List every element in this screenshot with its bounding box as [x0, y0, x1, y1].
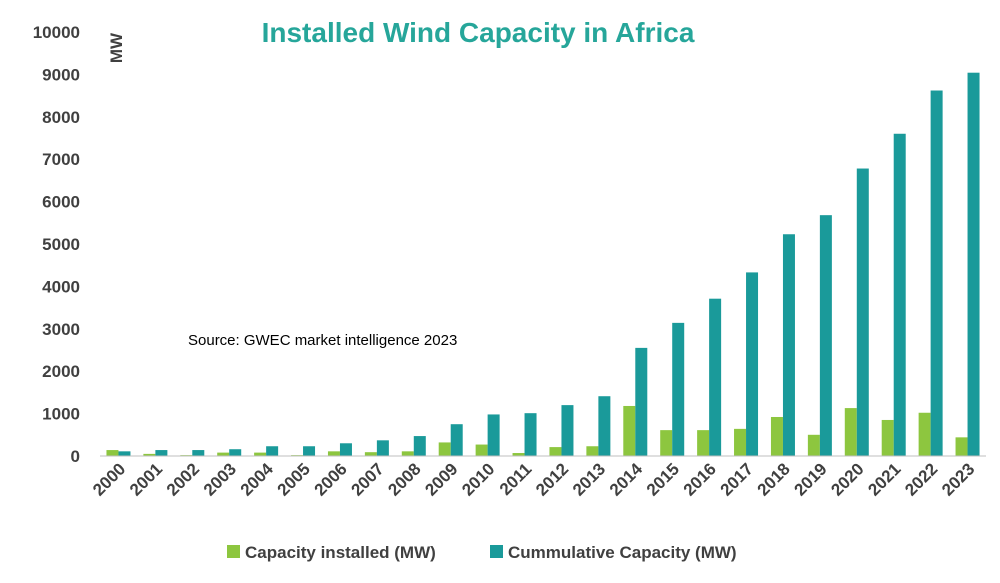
legend-label-cumulative-capacity: Cummulative Capacity (MW) — [508, 543, 737, 562]
x-tick-label: 2008 — [384, 459, 424, 499]
y-tick-label: 0 — [71, 447, 80, 466]
bar-cumulative-capacity — [709, 298, 722, 456]
bar-capacity-installed — [364, 452, 377, 456]
y-tick-label: 2000 — [42, 362, 80, 381]
bar-cumulative-capacity — [118, 451, 131, 456]
x-tick-label: 2000 — [89, 459, 129, 499]
bar-cumulative-capacity — [967, 72, 980, 456]
bar-capacity-installed — [623, 405, 636, 456]
x-tick-label: 2002 — [163, 459, 203, 499]
x-tick-label: 2017 — [717, 459, 757, 499]
bar-capacity-installed — [586, 446, 599, 456]
x-tick-label: 2013 — [569, 459, 609, 499]
bar-capacity-installed — [660, 430, 673, 456]
bar-capacity-installed — [807, 434, 820, 456]
bar-capacity-installed — [106, 450, 119, 456]
bar-capacity-installed — [770, 416, 783, 456]
bar-capacity-installed — [327, 451, 340, 456]
legend-swatch-capacity-installed — [227, 545, 240, 558]
y-tick-label: 5000 — [42, 235, 80, 254]
bar-cumulative-capacity — [487, 414, 500, 456]
bar-capacity-installed — [844, 408, 857, 456]
y-tick-label: 7000 — [42, 150, 80, 169]
bar-cumulative-capacity — [672, 322, 685, 456]
bar-cumulative-capacity — [635, 347, 648, 456]
x-tick-label: 2019 — [791, 459, 831, 499]
x-tick-label: 2015 — [643, 459, 683, 499]
bar-capacity-installed — [512, 453, 525, 456]
y-tick-label: 8000 — [42, 108, 80, 127]
y-tick-label: 3000 — [42, 320, 80, 339]
x-tick-label: 2021 — [864, 459, 904, 499]
bar-cumulative-capacity — [376, 440, 389, 456]
y-tick-label: 4000 — [42, 277, 80, 296]
x-tick-label: 2018 — [754, 459, 794, 499]
bar-cumulative-capacity — [266, 446, 279, 456]
bar-cumulative-capacity — [598, 396, 611, 456]
x-tick-label: 2007 — [348, 459, 388, 499]
bar-cumulative-capacity — [782, 234, 795, 456]
bar-cumulative-capacity — [856, 168, 869, 456]
bar-capacity-installed — [955, 437, 968, 456]
bar-cumulative-capacity — [339, 443, 352, 456]
bar-capacity-installed — [881, 419, 894, 456]
x-tick-label: 2010 — [458, 459, 498, 499]
bar-capacity-installed — [697, 430, 710, 456]
y-axis-unit-label: MW — [107, 32, 126, 63]
x-tick-label: 2004 — [237, 459, 278, 500]
x-axis: 2000200120022003200420052006200720082009… — [89, 459, 978, 500]
x-tick-label: 2011 — [496, 459, 536, 499]
y-tick-label: 9000 — [42, 65, 80, 84]
legend-label-capacity-installed: Capacity installed (MW) — [245, 543, 436, 562]
x-tick-label: 2006 — [311, 459, 351, 499]
y-tick-label: 1000 — [42, 405, 80, 424]
bar-cumulative-capacity — [155, 450, 168, 456]
bar-cumulative-capacity — [192, 450, 205, 456]
chart-title: Installed Wind Capacity in Africa — [262, 17, 695, 48]
bars — [106, 72, 980, 457]
bar-capacity-installed — [549, 447, 562, 456]
legend-swatch-cumulative-capacity — [490, 545, 503, 558]
y-tick-label: 10000 — [33, 23, 80, 42]
x-tick-label: 2016 — [680, 459, 720, 499]
bar-cumulative-capacity — [413, 436, 426, 456]
bar-capacity-installed — [438, 442, 451, 456]
y-tick-label: 6000 — [42, 193, 80, 212]
bar-capacity-installed — [475, 444, 488, 456]
bar-cumulative-capacity — [930, 90, 943, 457]
x-tick-label: 2020 — [827, 459, 867, 499]
bar-cumulative-capacity — [561, 405, 574, 456]
bar-cumulative-capacity — [893, 133, 906, 456]
x-tick-label: 2022 — [901, 459, 941, 499]
y-axis: 0 1000 2000 3000 4000 5000 6000 7000 8000 9000 100… — [33, 23, 80, 466]
bar-capacity-installed — [254, 452, 267, 456]
bar-capacity-installed — [918, 412, 931, 456]
bar-cumulative-capacity — [524, 413, 537, 456]
x-tick-label: 2014 — [606, 459, 647, 500]
bar-capacity-installed — [143, 453, 156, 456]
bar-cumulative-capacity — [303, 446, 316, 456]
bar-capacity-installed — [401, 451, 414, 456]
x-tick-label: 2003 — [200, 459, 240, 499]
bar-capacity-installed — [734, 428, 747, 456]
bar-cumulative-capacity — [229, 449, 242, 456]
source-annotation: Source: GWEC market intelligence 2023 — [188, 332, 457, 349]
x-tick-label: 2001 — [126, 459, 166, 499]
x-tick-label: 2009 — [421, 459, 461, 499]
bar-cumulative-capacity — [819, 215, 832, 456]
bar-cumulative-capacity — [746, 272, 759, 456]
x-tick-label: 2012 — [532, 459, 572, 499]
x-tick-label: 2023 — [938, 459, 978, 499]
x-tick-label: 2005 — [274, 459, 314, 499]
bar-cumulative-capacity — [450, 424, 463, 456]
legend: Capacity installed (MW) Cummulative Capac… — [227, 543, 737, 562]
bar-capacity-installed — [217, 452, 230, 456]
